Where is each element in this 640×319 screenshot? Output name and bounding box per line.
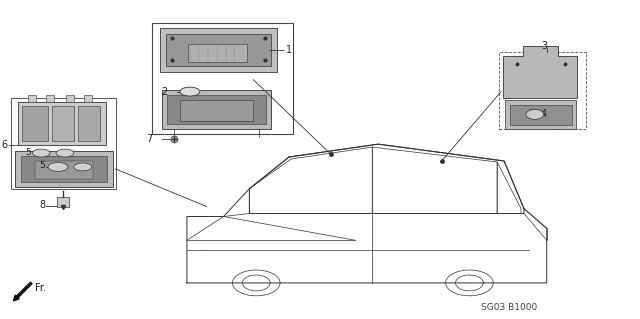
- Text: Fr.: Fr.: [35, 283, 46, 293]
- Bar: [509, 64, 570, 92]
- Ellipse shape: [526, 109, 544, 119]
- Ellipse shape: [180, 87, 200, 96]
- Text: 8: 8: [39, 200, 45, 210]
- Bar: [78, 107, 100, 141]
- Bar: [162, 90, 271, 129]
- Bar: [28, 94, 36, 101]
- Text: 1: 1: [286, 45, 292, 55]
- Bar: [84, 94, 92, 101]
- Bar: [22, 107, 48, 141]
- Ellipse shape: [48, 162, 68, 171]
- Bar: [35, 161, 93, 179]
- Ellipse shape: [74, 163, 92, 171]
- Bar: [152, 23, 293, 134]
- Bar: [46, 94, 54, 101]
- Text: 5: 5: [40, 161, 45, 170]
- Bar: [167, 94, 266, 124]
- Bar: [188, 44, 248, 62]
- Bar: [15, 151, 113, 187]
- Polygon shape: [503, 46, 577, 98]
- Bar: [499, 52, 586, 129]
- Bar: [66, 94, 74, 101]
- Bar: [505, 100, 577, 129]
- Bar: [160, 28, 277, 72]
- Bar: [515, 70, 564, 88]
- Ellipse shape: [32, 149, 50, 157]
- Bar: [19, 101, 106, 145]
- Text: 2: 2: [161, 86, 167, 97]
- Ellipse shape: [56, 149, 74, 157]
- Bar: [166, 34, 271, 66]
- Text: 7: 7: [146, 134, 152, 144]
- Bar: [510, 106, 572, 125]
- Bar: [57, 197, 69, 207]
- FancyArrow shape: [13, 282, 32, 301]
- Text: SG03 B1000: SG03 B1000: [481, 303, 538, 312]
- Text: 3: 3: [541, 41, 548, 51]
- Bar: [52, 107, 74, 141]
- Text: 6: 6: [1, 140, 8, 150]
- Bar: [180, 100, 253, 121]
- Bar: [21, 156, 107, 182]
- Text: 4: 4: [541, 109, 547, 119]
- Text: 5: 5: [26, 148, 31, 157]
- Bar: [12, 98, 116, 189]
